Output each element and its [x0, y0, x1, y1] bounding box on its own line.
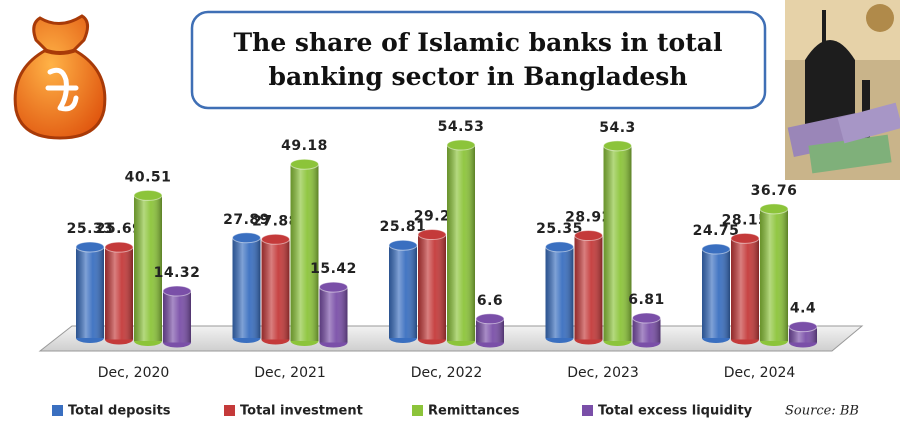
bar-top: [232, 232, 261, 244]
bar: [475, 313, 505, 348]
bar-shading: [545, 246, 574, 338]
value-label: 27.88: [252, 213, 299, 229]
bar-top: [319, 281, 348, 293]
legend-swatch: [52, 405, 63, 416]
money-bag-icon: [13, 14, 107, 140]
bar-top: [701, 243, 731, 255]
title-box: [190, 10, 767, 110]
bar-shading: [760, 208, 788, 341]
bar-top: [759, 203, 789, 215]
bar: [701, 243, 731, 343]
x-tick-label: Dec, 2022: [411, 365, 483, 381]
bar: [388, 239, 418, 343]
bar: [759, 203, 789, 346]
value-label: 54.3: [599, 120, 636, 136]
bar-shading: [232, 237, 261, 338]
value-label: 25.35: [536, 221, 583, 237]
legend-swatch: [412, 405, 423, 416]
bar-top: [632, 312, 661, 324]
bar-shading: [76, 246, 104, 338]
bar-shading: [261, 239, 290, 340]
bar: [75, 241, 105, 343]
value-label: 36.76: [751, 183, 798, 199]
bar-top: [388, 239, 418, 251]
bar: [133, 189, 163, 346]
bar: [104, 241, 134, 345]
value-label: 6.6: [477, 293, 503, 309]
bar-top: [574, 230, 603, 242]
legend-label: Total deposits: [68, 404, 171, 419]
value-label: 6.81: [628, 292, 665, 308]
mosque-image: [785, 0, 900, 180]
bar-shading: [105, 247, 133, 340]
bar-top: [446, 139, 476, 151]
bar-top: [290, 158, 319, 170]
bar: [290, 158, 319, 346]
value-label: 25.33: [67, 221, 114, 237]
bar: [574, 230, 603, 345]
bar: [232, 232, 261, 343]
bar-top: [75, 241, 105, 253]
bar: [446, 139, 476, 346]
x-tick-label: Dec, 2020: [98, 365, 170, 381]
bar-top: [104, 241, 134, 253]
value-label: 28.15: [722, 212, 769, 228]
bar: [632, 312, 661, 348]
legend-swatch: [224, 405, 235, 416]
bar-shading: [702, 249, 730, 338]
value-label: 4.4: [790, 301, 816, 317]
chart-title: The share of Islamic banks in total banki…: [234, 28, 723, 91]
bar-shading: [476, 318, 504, 343]
bar-top: [133, 189, 163, 201]
bar-shading: [418, 234, 446, 340]
bar: [603, 140, 632, 346]
bar-top: [730, 232, 760, 244]
bar-top: [603, 140, 632, 152]
value-label: 25.81: [380, 219, 427, 235]
bar-shading: [134, 195, 162, 341]
bar-shading: [574, 235, 603, 340]
bar-top: [545, 241, 574, 253]
value-label: 29.2: [414, 209, 451, 225]
legend-swatch: [582, 405, 593, 416]
bar: [545, 241, 574, 343]
bar: [261, 233, 290, 345]
bar-shading: [389, 245, 417, 338]
value-label: 25.69: [96, 221, 143, 237]
bar-shading: [319, 287, 348, 343]
value-label: 49.18: [281, 138, 328, 154]
x-tick-label: Dec, 2024: [724, 365, 796, 381]
bar-shading: [447, 145, 475, 341]
bar: [788, 321, 818, 348]
bar-top: [417, 229, 447, 241]
bar-shading: [290, 164, 319, 341]
bar-top: [162, 285, 192, 297]
value-label: 54.53: [438, 119, 485, 135]
bar-shading: [603, 145, 632, 341]
bar: [417, 229, 447, 345]
x-tick-label: Dec, 2021: [254, 365, 326, 381]
bar-top: [788, 321, 818, 333]
value-label: 14.32: [154, 265, 201, 281]
value-label: 27.89: [223, 212, 270, 228]
value-label: 24.75: [693, 223, 740, 239]
value-label: 40.51: [125, 169, 172, 185]
bar: [730, 232, 760, 345]
legend-label: Remittances: [428, 404, 520, 419]
bar-top: [261, 233, 290, 245]
source-note: Source: BB: [785, 404, 859, 419]
bar-shading: [731, 238, 759, 340]
legend-label: Total excess liquidity: [598, 404, 753, 419]
value-label: 28.92: [565, 210, 612, 226]
value-label: 15.42: [310, 261, 357, 277]
bar-top: [475, 313, 505, 325]
bar-shading: [163, 291, 191, 343]
x-tick-label: Dec, 2023: [567, 365, 639, 381]
bar: [162, 285, 192, 348]
bar: [319, 281, 348, 348]
legend-label: Total investment: [240, 404, 363, 419]
